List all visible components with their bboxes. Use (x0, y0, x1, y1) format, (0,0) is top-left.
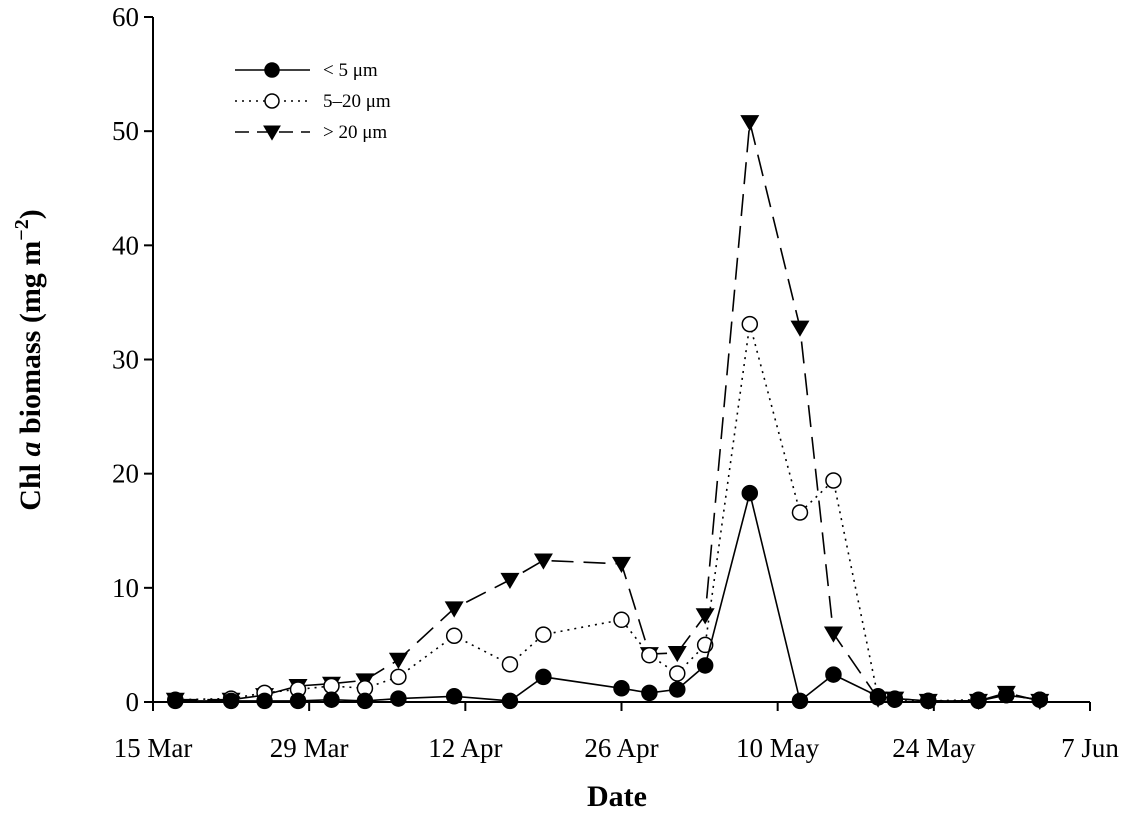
data-point (740, 115, 760, 132)
data-point (323, 677, 340, 695)
data-point (323, 691, 340, 708)
data-point (167, 692, 184, 710)
y-axis: 0 10 20 30 40 50 60 (112, 2, 154, 717)
legend: < 5 μm 5–20 μm > 20 μm (235, 60, 391, 143)
y-tick-label: 50 (112, 116, 139, 146)
data-point (741, 484, 759, 502)
x-tick-label: 26 Apr (584, 733, 658, 763)
data-point (613, 680, 630, 697)
data-point (445, 688, 463, 705)
legend-marker (263, 125, 281, 141)
data-point (222, 692, 240, 710)
data-point (695, 608, 715, 625)
data-point (823, 626, 843, 643)
legend-label: > 20 μm (323, 122, 387, 143)
data-point (501, 692, 519, 710)
data-point (388, 652, 408, 669)
data-point (641, 646, 658, 664)
data-point (390, 668, 407, 686)
data-point (825, 666, 842, 683)
series-filled-circle (167, 484, 1049, 710)
data-point (920, 692, 937, 710)
data-point (741, 315, 759, 333)
legend-marker (264, 62, 280, 78)
series-line (175, 492, 1040, 703)
x-tick-label: 29 Mar (270, 733, 349, 763)
series-line (175, 121, 1040, 702)
legend-item: < 5 μm (235, 60, 378, 81)
y-tick-label: 0 (126, 687, 140, 717)
series-filled-triangle-down (165, 115, 1050, 711)
data-point (533, 553, 553, 570)
y-tick-label: 10 (112, 573, 139, 603)
y-axis-title-rest: biomass (mg m (14, 241, 47, 442)
data-point (256, 692, 273, 710)
y-axis-title-superscript: −2 (11, 219, 33, 240)
data-point (390, 690, 407, 707)
data-point (535, 668, 552, 686)
data-point (886, 690, 904, 707)
legend-item: > 20 μm (235, 122, 387, 143)
data-point (501, 656, 519, 673)
legend-marker (264, 93, 280, 109)
data-point (669, 681, 686, 698)
y-axis-title-close: ) (14, 209, 47, 219)
data-point (612, 556, 631, 574)
data-point (970, 692, 987, 710)
data-point (289, 692, 307, 710)
data-point (500, 572, 520, 590)
data-point (790, 320, 810, 337)
x-tick-label: 7 Jun (1061, 733, 1119, 763)
data-point (444, 601, 464, 618)
data-point (791, 504, 809, 521)
data-point (791, 692, 809, 710)
y-tick-label: 20 (112, 459, 139, 489)
data-point (1031, 691, 1049, 708)
series-layer (165, 115, 1050, 711)
data-point (696, 657, 714, 674)
data-point (669, 665, 686, 682)
x-axis: 15 Mar 29 Mar 12 Apr 26 Apr 10 May 24 May 7 Ju… (114, 701, 1119, 763)
y-axis-title-italic: a (14, 442, 47, 457)
data-point (445, 627, 463, 645)
x-axis-title: Date (587, 780, 647, 813)
series-open-circle (167, 315, 1049, 710)
x-tick-label: 10 May (736, 733, 820, 763)
legend-label: < 5 μm (323, 60, 378, 81)
y-axis-title-main: Chl (14, 457, 47, 511)
data-point (825, 472, 842, 489)
x-tick-label: 12 Apr (428, 733, 502, 763)
data-point (613, 611, 630, 629)
data-point (535, 626, 552, 643)
y-axis-title: Chl a biomass (mg m−2) (11, 209, 47, 510)
data-point (356, 692, 374, 710)
legend-item: 5–20 μm (235, 91, 391, 112)
y-tick-label: 60 (112, 2, 139, 32)
y-tick-label: 30 (112, 345, 139, 375)
data-point (641, 684, 658, 702)
x-tick-label: 15 Mar (114, 733, 193, 763)
data-point (869, 688, 887, 705)
series-line (175, 323, 1040, 702)
legend-label: 5–20 μm (323, 91, 391, 112)
data-point (667, 645, 687, 663)
x-tick-label: 24 May (892, 733, 976, 763)
data-point (998, 686, 1015, 704)
y-tick-label: 40 (112, 230, 139, 260)
